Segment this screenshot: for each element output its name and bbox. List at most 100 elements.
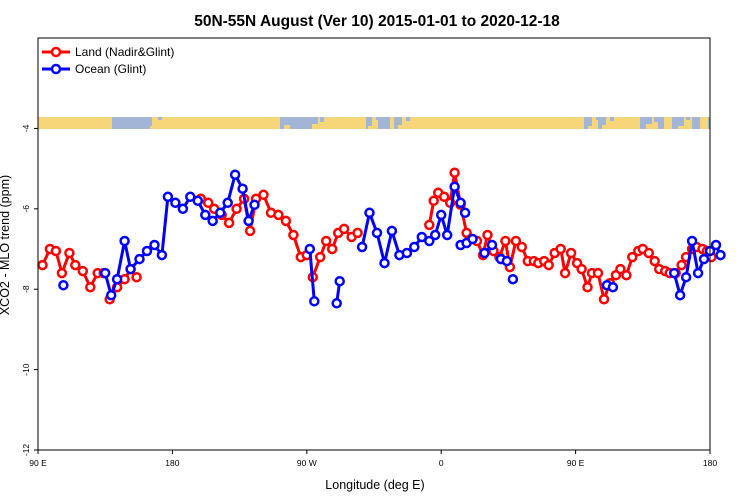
data-point: [229, 169, 241, 180]
data-point: [386, 225, 398, 237]
data-point: [231, 203, 242, 215]
series-line: [308, 248, 316, 302]
strip-ocean: [654, 117, 658, 122]
legend-ocean-marker: [50, 63, 62, 75]
data-point: [223, 217, 235, 229]
data-point: [598, 294, 610, 305]
data-point: [222, 197, 233, 209]
data-point: [331, 298, 342, 309]
data-point: [455, 197, 466, 209]
data-point: [85, 281, 96, 293]
data-point: [441, 229, 453, 241]
data-point: [438, 191, 450, 203]
strip-land: [602, 125, 608, 129]
data-point: [692, 267, 704, 279]
data-point: [119, 235, 130, 247]
data-point: [177, 203, 189, 215]
data-point: [192, 195, 204, 207]
data-point: [244, 225, 256, 237]
data-point: [607, 281, 619, 293]
strip-ocean: [610, 117, 614, 121]
data-point: [429, 229, 441, 241]
strip-land: [684, 117, 692, 129]
strip-land: [312, 124, 318, 129]
legend: Land (Nadir&Glint) Ocean (Glint): [42, 45, 174, 76]
data-point: [698, 253, 710, 265]
data-point: [486, 239, 498, 251]
legend-land-label: Land (Nadir&Glint): [75, 45, 174, 59]
data-point: [501, 255, 513, 267]
data-point: [214, 207, 226, 219]
data-point: [627, 251, 638, 263]
data-point: [131, 271, 142, 283]
data-point: [50, 245, 62, 257]
series-ocean: [58, 169, 726, 309]
data-point: [258, 189, 269, 201]
strip-land: [318, 117, 366, 129]
x-tick-label: 180: [703, 458, 717, 468]
data-point: [243, 215, 254, 227]
data-point: [149, 239, 160, 251]
data-point: [668, 267, 680, 279]
data-point: [58, 279, 69, 291]
data-point: [249, 199, 260, 211]
strip-ocean: [376, 117, 380, 120]
data-point: [364, 207, 375, 219]
data-point: [134, 253, 145, 265]
strip-land: [152, 117, 280, 129]
data-point: [416, 231, 428, 243]
data-point: [56, 267, 68, 279]
data-point: [170, 197, 181, 209]
data-point: [371, 227, 383, 239]
data-point: [200, 209, 211, 221]
x-tick-label: 180: [165, 458, 179, 468]
data-point: [304, 243, 316, 255]
data-point: [621, 269, 632, 281]
legend-ocean-label: Ocean (Glint): [75, 62, 146, 76]
data-point: [643, 247, 655, 259]
strip-land: [664, 117, 672, 129]
data-point: [156, 249, 168, 261]
data-point: [582, 281, 593, 293]
data-point: [280, 215, 292, 227]
data-point: [288, 229, 299, 241]
y-tick-label: -12: [21, 444, 31, 457]
series-line: [360, 185, 467, 265]
data-point: [185, 191, 196, 203]
data-point: [202, 197, 214, 209]
data-point: [686, 235, 698, 247]
data-point: [710, 239, 722, 251]
y-axis-label: XCO2 - MLO trend (ppm): [0, 175, 12, 315]
strip-land: [588, 126, 594, 129]
data-point: [111, 273, 123, 285]
data-point: [615, 263, 626, 275]
data-point: [237, 183, 248, 194]
strip-land: [592, 117, 598, 129]
data-point: [459, 207, 471, 219]
strip-land: [646, 124, 652, 129]
strip-land: [150, 126, 156, 129]
data-point: [674, 289, 686, 301]
data-point: [141, 245, 153, 257]
data-point: [510, 235, 522, 247]
strip-land: [678, 126, 684, 129]
data-point: [649, 255, 660, 267]
data-point: [507, 273, 519, 285]
y-tick-label: -4: [21, 124, 31, 132]
strip-ocean: [686, 117, 690, 120]
y-tick-label: -8: [21, 285, 31, 293]
data-point: [356, 241, 368, 253]
data-point: [401, 247, 413, 259]
x-axis-label: Longitude (deg E): [325, 478, 424, 492]
strip-land: [390, 117, 394, 129]
data-point: [314, 251, 326, 263]
chart-title: 50N-55N August (Ver 10) 2015-01-01 to 20…: [194, 13, 560, 30]
strip-ocean: [158, 117, 162, 120]
strip-land: [38, 117, 112, 129]
strip-land: [402, 117, 584, 129]
data-point: [428, 195, 439, 207]
strip-land: [606, 117, 640, 129]
strip-land: [368, 126, 374, 129]
strip-land: [284, 125, 290, 129]
data-point: [500, 235, 511, 247]
